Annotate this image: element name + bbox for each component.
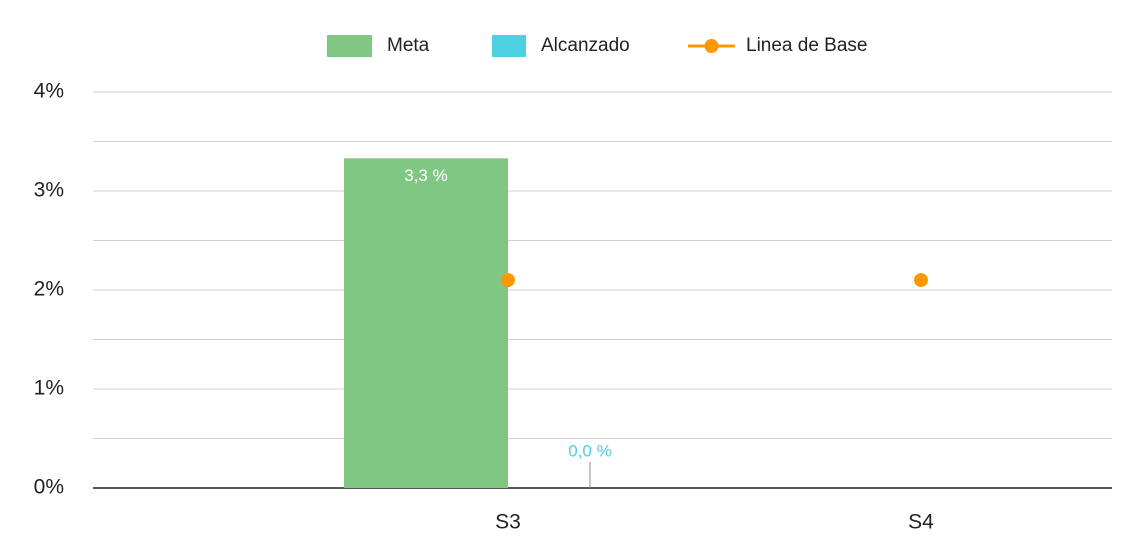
y-tick-label: 3% — [34, 179, 64, 202]
legend-label: Alcanzado — [541, 35, 630, 56]
y-tick-label: 2% — [34, 278, 64, 301]
y-tick-label: 0% — [34, 476, 64, 499]
x-tick-label: S4 — [908, 511, 934, 534]
legend-swatch — [327, 35, 372, 57]
y-tick-label: 4% — [34, 80, 64, 103]
legend-label: Meta — [387, 35, 430, 56]
line-point — [501, 273, 515, 288]
data-label: 0,0 % — [568, 441, 611, 460]
line-point — [914, 273, 928, 288]
legend-dot — [704, 39, 719, 53]
y-tick-label: 1% — [34, 377, 64, 400]
legend-label: Linea de Base — [746, 35, 868, 56]
bar — [344, 158, 508, 488]
x-tick-label: S3 — [495, 511, 521, 534]
legend-swatch — [492, 35, 526, 57]
data-label: 3,3 % — [404, 166, 447, 185]
